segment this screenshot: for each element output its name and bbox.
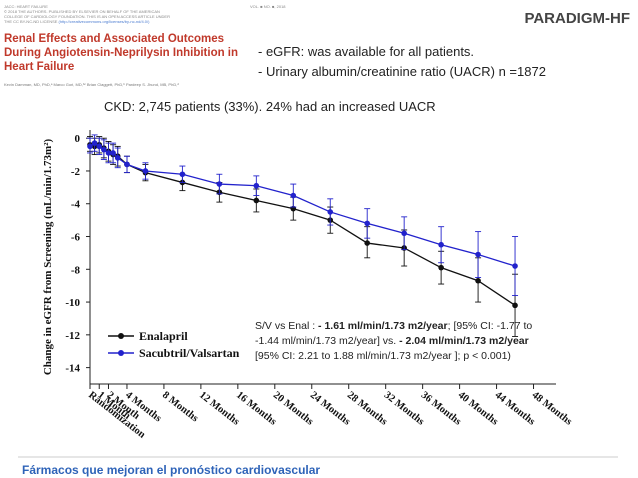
x-tick-label: 40 Months — [456, 390, 500, 428]
data-point — [253, 197, 260, 204]
data-point — [179, 171, 186, 178]
stat-enal-slope: - 2.04 ml/min/1.73 m2/year — [399, 335, 529, 347]
journal-copyright: © 2018 THE AUTHORS. PUBLISHED BY ELSEVIE… — [4, 9, 160, 14]
stat-enal-ci: [95% CI: 2.21 to 1.88 ml/min/1.73 m2/yea… — [255, 350, 511, 362]
bullet-uacr: - Urinary albumin/creatinine ratio (UACR… — [258, 64, 546, 79]
y-tick-label: -14 — [65, 363, 80, 375]
bullet-list: - eGFR: was available for all patients. … — [258, 42, 546, 82]
data-point — [438, 264, 444, 271]
data-point — [475, 277, 481, 284]
legend-marker — [118, 350, 124, 356]
stat-sv-slope: - 1.61 ml/min/1.73 m2/year — [318, 320, 448, 332]
chart-legend: Enalapril Sacubtril/Valsartan — [108, 329, 240, 360]
journal-name: JACC: HEART FAILURE — [4, 4, 48, 9]
data-point — [101, 146, 107, 153]
stat-prefix: S/V vs Enal : — [255, 320, 319, 332]
x-tick-label: 36 Months — [419, 390, 463, 428]
y-tick-label: -10 — [65, 297, 80, 309]
stat-annotation: S/V vs Enal : - 1.61 ml/min/1.73 m2/year… — [255, 319, 551, 364]
x-tick-label: 32 Months — [382, 390, 426, 428]
stat-sv-ci: ; [95% CI: -1.77 to -1.44 ml/min/1.73 m2… — [255, 320, 533, 347]
series-line — [89, 142, 516, 267]
journal-license-link[interactable]: (http://creativecommons.org/licenses/by-… — [58, 19, 150, 24]
y-tick-label: -8 — [71, 264, 81, 276]
journal-header: JACC: HEART FAILURE © 2018 THE AUTHORS. … — [4, 4, 244, 24]
legend-label: Sacubtril/Valsartan — [139, 346, 240, 360]
series-sacubitril-valsartan — [87, 134, 519, 296]
x-tick-label: 20 Months — [271, 390, 315, 428]
paper-title: Renal Effects and Associated Outcomes Du… — [4, 33, 239, 73]
journal-issue: VOL. ■ NO. ■, 2018 — [250, 4, 286, 9]
legend-marker — [118, 333, 124, 339]
paper-authors: Kevin Damman, MD, PhD,ᵃ Marco Gori, MD,ᵇ… — [4, 82, 179, 87]
ckd-note: CKD: 2,745 patients (33%). 24% had an in… — [104, 99, 436, 114]
data-point — [142, 168, 149, 174]
x-tick-label: 16 Months — [234, 390, 278, 428]
series-line — [89, 144, 516, 306]
data-point — [364, 240, 371, 246]
x-tick-label: 12 Months — [197, 390, 241, 428]
data-point — [114, 155, 121, 161]
x-tick-label: 24 Months — [308, 390, 352, 428]
y-tick-label: -2 — [71, 166, 81, 178]
x-tick-label: 48 Months — [530, 390, 574, 428]
data-point — [290, 192, 297, 199]
data-point — [216, 181, 223, 187]
data-point — [91, 140, 98, 146]
data-point — [124, 161, 130, 168]
data-point — [105, 150, 112, 156]
x-tick-label: 28 Months — [345, 390, 389, 428]
data-point — [364, 220, 371, 227]
chart-axes: 0 -2 -4 -6 -8 -10 -12 -14 Change in eGFR from Sc… — [42, 130, 574, 441]
y-tick-label: -6 — [71, 232, 81, 244]
journal-license-line: COLLEGE OF CARDIOLOGY FOUNDATION. THIS I… — [4, 14, 170, 19]
journal-license-text: THE CC BY-NC-ND LICENSE — [4, 19, 58, 24]
footer-rule — [18, 456, 618, 458]
data-point — [87, 143, 93, 150]
x-tick-label: 44 Months — [493, 390, 537, 428]
data-point — [475, 251, 481, 258]
x-tick-label: 8 Months — [160, 390, 200, 425]
bullet-egfr: - eGFR: was available for all patients. — [258, 44, 475, 59]
trial-brand: PARADIGM-HF — [524, 10, 630, 27]
data-point — [110, 150, 116, 156]
series-enalapril — [87, 136, 519, 337]
y-tick-label: -12 — [65, 330, 80, 342]
data-point — [512, 302, 518, 309]
data-point — [512, 263, 518, 269]
data-point — [438, 241, 444, 248]
data-point — [96, 143, 103, 150]
chart-series — [87, 134, 519, 337]
y-tick-label: 0 — [75, 133, 81, 145]
data-point — [401, 230, 407, 237]
journal-license: THE CC BY-NC-ND LICENSE (http://creative… — [4, 19, 244, 24]
legend-label: Enalapril — [139, 329, 188, 343]
y-axis-label: Change in eGFR from Screening (mL/min/1.… — [42, 139, 54, 376]
y-tick-label: -4 — [71, 199, 81, 211]
data-point — [253, 182, 260, 189]
data-point — [327, 209, 334, 215]
footer-caption: Fármacos que mejoran el pronóstico cardi… — [22, 463, 321, 477]
